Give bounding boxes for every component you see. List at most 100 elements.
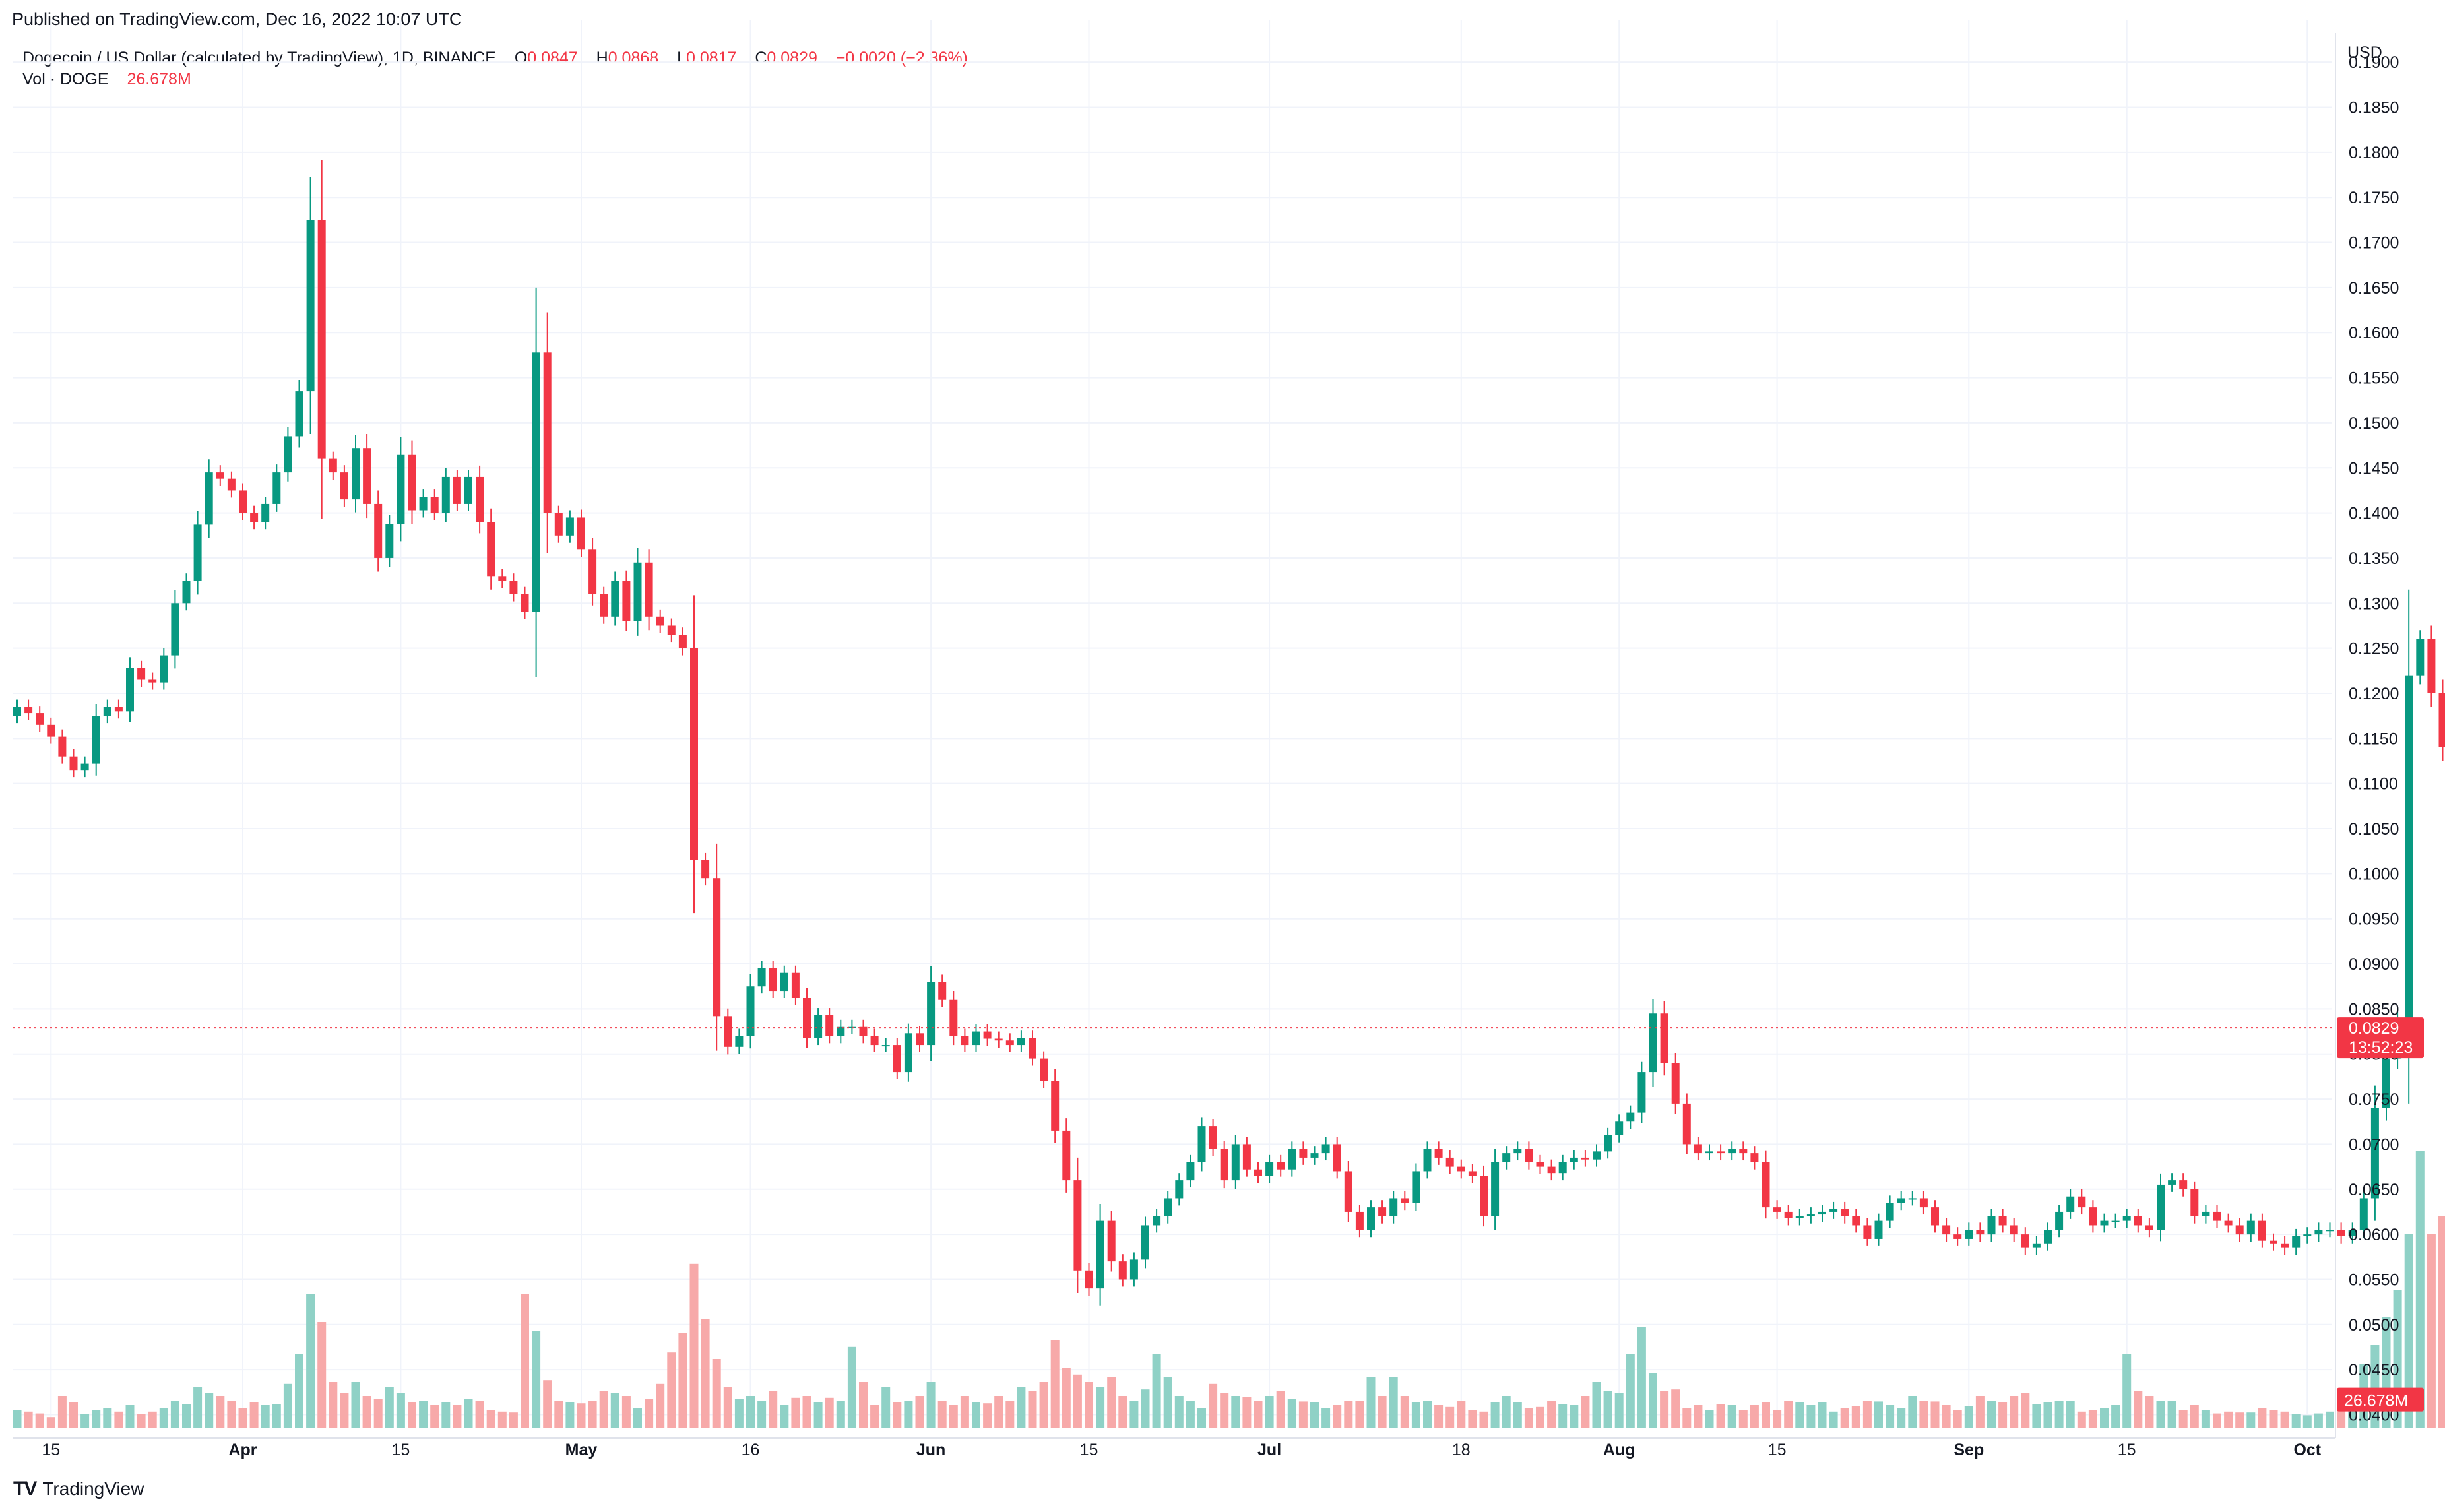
volume-bar xyxy=(2404,1234,2413,1428)
candle xyxy=(272,464,281,512)
price-tick-label: 0.1150 xyxy=(2349,730,2398,748)
candle xyxy=(261,497,270,530)
price-tick-label: 0.1350 xyxy=(2349,550,2399,568)
time-axis[interactable]: 15Apr15May16Jun15Jul18Aug15Sep15Oct17Nov… xyxy=(13,1437,2445,1459)
volume-bar xyxy=(2415,1151,2425,1428)
volume-bar xyxy=(588,1401,597,1428)
candle-body xyxy=(2292,1236,2301,1248)
candle xyxy=(509,573,518,602)
volume-bar xyxy=(317,1322,327,1428)
candle xyxy=(837,1019,845,1044)
candle xyxy=(1773,1200,1781,1219)
volume-bar xyxy=(1886,1405,1895,1428)
candle-body xyxy=(239,490,247,513)
volume-label[interactable]: Vol · DOGE xyxy=(22,70,109,88)
volume-bar xyxy=(238,1408,247,1428)
candle xyxy=(1367,1200,1375,1238)
candle-body xyxy=(1694,1144,1702,1154)
time-tick-label: Aug xyxy=(1603,1441,1635,1459)
symbol-title[interactable]: Dogecoin / US Dollar (calculated by Trad… xyxy=(22,49,496,67)
candle-body xyxy=(1931,1207,1939,1226)
volume-bar xyxy=(329,1382,338,1428)
candle xyxy=(1468,1164,1477,1183)
candle xyxy=(2326,1222,2334,1238)
brand-name[interactable]: TradingView xyxy=(42,1478,144,1499)
candle xyxy=(239,483,247,520)
volume-bar xyxy=(1242,1397,1252,1428)
candle-body xyxy=(1762,1162,1770,1208)
volume-bar xyxy=(577,1403,586,1428)
volume-bar xyxy=(757,1401,767,1428)
candle xyxy=(1355,1205,1364,1238)
candle xyxy=(1164,1191,1172,1224)
candle xyxy=(2213,1205,2221,1228)
volume-bar xyxy=(1603,1391,1612,1428)
volume-bar xyxy=(1829,1411,1838,1428)
volume-bar xyxy=(159,1408,168,1428)
candle-body xyxy=(2270,1240,2277,1244)
candle-body xyxy=(2359,1198,2368,1230)
volume-bar xyxy=(780,1405,789,1428)
volume-bar xyxy=(2201,1410,2210,1428)
candle-body xyxy=(126,668,134,712)
price-tick-label: 0.1450 xyxy=(2349,459,2399,478)
candle-body xyxy=(1164,1198,1172,1216)
candle xyxy=(1604,1127,1612,1159)
volume-bar xyxy=(678,1333,687,1428)
candle-body xyxy=(80,763,89,771)
candle-body xyxy=(1626,1112,1635,1122)
volume-bar xyxy=(1321,1408,1331,1428)
candle xyxy=(2235,1218,2244,1242)
candle-body xyxy=(1389,1198,1398,1216)
candle-body xyxy=(701,860,710,879)
volume-bar xyxy=(295,1354,303,1428)
candle xyxy=(1062,1118,1071,1193)
candle-body xyxy=(554,513,563,536)
candle-body xyxy=(1040,1058,1048,1081)
candle-body xyxy=(622,581,631,621)
volume-bar xyxy=(2088,1410,2097,1428)
candle xyxy=(1265,1154,1274,1183)
volume-bar xyxy=(1062,1368,1071,1428)
volume-bar xyxy=(802,1396,811,1428)
candle xyxy=(1829,1201,1838,1219)
price-axis[interactable]: 0.1900 0.1850 0.1800 0.1750 0.1700 0.1650 0.16… xyxy=(2335,33,2399,1438)
candle xyxy=(148,672,157,690)
candle-body xyxy=(2438,693,2445,748)
candle xyxy=(1660,1001,1668,1076)
candle xyxy=(2066,1189,2075,1219)
candle xyxy=(329,451,337,480)
volume-bar xyxy=(249,1402,259,1428)
candle-body xyxy=(2370,1108,2379,1199)
candle xyxy=(1558,1154,1567,1181)
volume-bar xyxy=(46,1417,55,1428)
volume-bar xyxy=(2337,1410,2346,1428)
candle-body xyxy=(1175,1180,1184,1199)
volume-bar xyxy=(2122,1354,2132,1428)
tradingview-logo-icon[interactable]: TV xyxy=(13,1478,37,1499)
volume-bar xyxy=(216,1396,225,1428)
volume-bar xyxy=(2302,1415,2312,1428)
candle xyxy=(498,569,507,588)
candle xyxy=(2303,1227,2312,1244)
candle xyxy=(1818,1205,1826,1222)
volume-bar xyxy=(2178,1410,2188,1428)
candle-body xyxy=(1558,1162,1567,1174)
candle-body xyxy=(645,562,653,617)
volume-bar xyxy=(1558,1404,1568,1428)
candle xyxy=(1717,1144,1725,1161)
volume-bar xyxy=(1626,1354,1635,1428)
candle xyxy=(1209,1119,1217,1156)
volume-bar xyxy=(1389,1377,1398,1428)
candle xyxy=(385,515,394,567)
candle-body xyxy=(814,1015,823,1038)
candle-body xyxy=(205,472,213,525)
candle-body xyxy=(2055,1211,2064,1230)
candle xyxy=(1434,1141,1443,1165)
candle-body xyxy=(509,581,518,594)
candle-body xyxy=(2044,1230,2052,1244)
candle-body xyxy=(1615,1121,1624,1135)
candle xyxy=(2044,1222,2052,1251)
candle-body xyxy=(2111,1220,2120,1222)
